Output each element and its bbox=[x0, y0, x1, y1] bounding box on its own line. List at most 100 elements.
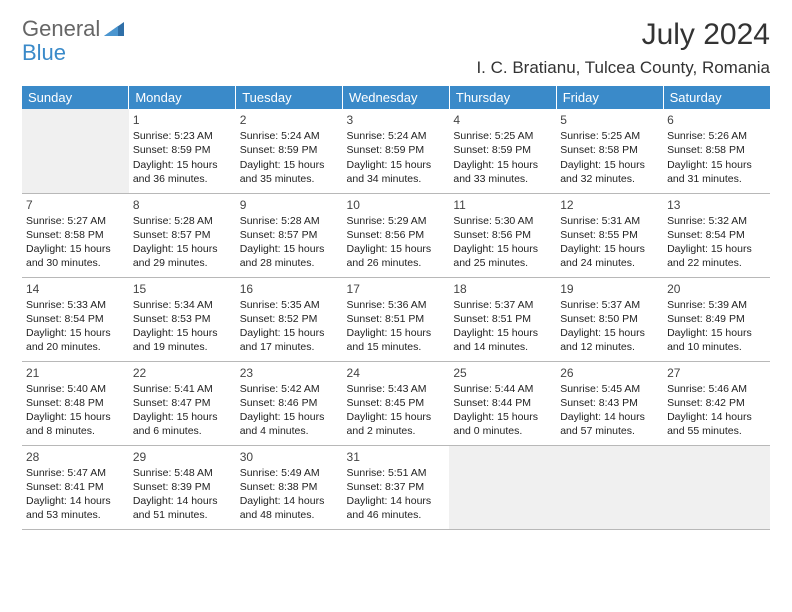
day-number: 28 bbox=[26, 449, 125, 465]
daylight-text: Daylight: 15 hours bbox=[133, 158, 232, 172]
daylight-text: Daylight: 15 hours bbox=[26, 242, 125, 256]
daylight-text: and 35 minutes. bbox=[240, 172, 339, 186]
daylight-text: and 24 minutes. bbox=[560, 256, 659, 270]
daylight-text: and 2 minutes. bbox=[347, 424, 446, 438]
weekday-header: Wednesday bbox=[343, 86, 450, 109]
daylight-text: Daylight: 14 hours bbox=[133, 494, 232, 508]
sunrise-text: Sunrise: 5:49 AM bbox=[240, 466, 339, 480]
calendar-cell bbox=[449, 445, 556, 529]
location: I. C. Bratianu, Tulcea County, Romania bbox=[476, 58, 770, 78]
daylight-text: and 51 minutes. bbox=[133, 508, 232, 522]
sunset-text: Sunset: 8:58 PM bbox=[667, 143, 766, 157]
calendar-cell: 1Sunrise: 5:23 AMSunset: 8:59 PMDaylight… bbox=[129, 109, 236, 193]
calendar-cell: 31Sunrise: 5:51 AMSunset: 8:37 PMDayligh… bbox=[343, 445, 450, 529]
daylight-text: and 26 minutes. bbox=[347, 256, 446, 270]
sunset-text: Sunset: 8:58 PM bbox=[560, 143, 659, 157]
sunrise-text: Sunrise: 5:25 AM bbox=[453, 129, 552, 143]
calendar-cell: 7Sunrise: 5:27 AMSunset: 8:58 PMDaylight… bbox=[22, 193, 129, 277]
day-number: 14 bbox=[26, 281, 125, 297]
day-number: 2 bbox=[240, 112, 339, 128]
day-number: 31 bbox=[347, 449, 446, 465]
daylight-text: Daylight: 15 hours bbox=[453, 410, 552, 424]
calendar-cell: 13Sunrise: 5:32 AMSunset: 8:54 PMDayligh… bbox=[663, 193, 770, 277]
day-number: 13 bbox=[667, 197, 766, 213]
sunset-text: Sunset: 8:43 PM bbox=[560, 396, 659, 410]
calendar-cell: 8Sunrise: 5:28 AMSunset: 8:57 PMDaylight… bbox=[129, 193, 236, 277]
sunset-text: Sunset: 8:54 PM bbox=[26, 312, 125, 326]
day-number: 22 bbox=[133, 365, 232, 381]
daylight-text: Daylight: 15 hours bbox=[453, 326, 552, 340]
day-number: 1 bbox=[133, 112, 232, 128]
logo-sail-icon bbox=[102, 20, 126, 38]
calendar-cell: 27Sunrise: 5:46 AMSunset: 8:42 PMDayligh… bbox=[663, 361, 770, 445]
daylight-text: Daylight: 15 hours bbox=[240, 410, 339, 424]
daylight-text: Daylight: 15 hours bbox=[667, 158, 766, 172]
daylight-text: and 55 minutes. bbox=[667, 424, 766, 438]
daylight-text: and 15 minutes. bbox=[347, 340, 446, 354]
daylight-text: Daylight: 14 hours bbox=[240, 494, 339, 508]
sunset-text: Sunset: 8:49 PM bbox=[667, 312, 766, 326]
sunset-text: Sunset: 8:37 PM bbox=[347, 480, 446, 494]
sunset-text: Sunset: 8:59 PM bbox=[453, 143, 552, 157]
day-number: 23 bbox=[240, 365, 339, 381]
calendar-cell: 28Sunrise: 5:47 AMSunset: 8:41 PMDayligh… bbox=[22, 445, 129, 529]
day-number: 20 bbox=[667, 281, 766, 297]
daylight-text: and 4 minutes. bbox=[240, 424, 339, 438]
calendar-table: SundayMondayTuesdayWednesdayThursdayFrid… bbox=[22, 86, 770, 530]
daylight-text: and 25 minutes. bbox=[453, 256, 552, 270]
sunset-text: Sunset: 8:57 PM bbox=[133, 228, 232, 242]
sunset-text: Sunset: 8:42 PM bbox=[667, 396, 766, 410]
logo-text-blue: Blue bbox=[22, 40, 66, 66]
calendar-cell: 4Sunrise: 5:25 AMSunset: 8:59 PMDaylight… bbox=[449, 109, 556, 193]
sunrise-text: Sunrise: 5:27 AM bbox=[26, 214, 125, 228]
calendar-cell: 29Sunrise: 5:48 AMSunset: 8:39 PMDayligh… bbox=[129, 445, 236, 529]
daylight-text: and 17 minutes. bbox=[240, 340, 339, 354]
sunset-text: Sunset: 8:41 PM bbox=[26, 480, 125, 494]
day-number: 10 bbox=[347, 197, 446, 213]
calendar-cell: 30Sunrise: 5:49 AMSunset: 8:38 PMDayligh… bbox=[236, 445, 343, 529]
sunrise-text: Sunrise: 5:47 AM bbox=[26, 466, 125, 480]
sunrise-text: Sunrise: 5:43 AM bbox=[347, 382, 446, 396]
day-number: 18 bbox=[453, 281, 552, 297]
calendar-cell bbox=[22, 109, 129, 193]
calendar-cell: 25Sunrise: 5:44 AMSunset: 8:44 PMDayligh… bbox=[449, 361, 556, 445]
sunset-text: Sunset: 8:51 PM bbox=[453, 312, 552, 326]
day-number: 4 bbox=[453, 112, 552, 128]
calendar-row: 7Sunrise: 5:27 AMSunset: 8:58 PMDaylight… bbox=[22, 193, 770, 277]
sunset-text: Sunset: 8:39 PM bbox=[133, 480, 232, 494]
daylight-text: and 53 minutes. bbox=[26, 508, 125, 522]
day-number: 3 bbox=[347, 112, 446, 128]
daylight-text: Daylight: 15 hours bbox=[347, 326, 446, 340]
calendar-row: 28Sunrise: 5:47 AMSunset: 8:41 PM Dayligh… bbox=[22, 445, 770, 529]
sunrise-text: Sunrise: 5:33 AM bbox=[26, 298, 125, 312]
daylight-text: Daylight: 15 hours bbox=[133, 410, 232, 424]
sunset-text: Sunset: 8:51 PM bbox=[347, 312, 446, 326]
calendar-cell: 3Sunrise: 5:24 AMSunset: 8:59 PMDaylight… bbox=[343, 109, 450, 193]
daylight-text: and 10 minutes. bbox=[667, 340, 766, 354]
calendar-row: 14Sunrise: 5:33 AMSunset: 8:54 PM Dayligh… bbox=[22, 277, 770, 361]
sunset-text: Sunset: 8:55 PM bbox=[560, 228, 659, 242]
sunrise-text: Sunrise: 5:34 AM bbox=[133, 298, 232, 312]
daylight-text: and 0 minutes. bbox=[453, 424, 552, 438]
daylight-text: Daylight: 15 hours bbox=[240, 242, 339, 256]
sunset-text: Sunset: 8:58 PM bbox=[26, 228, 125, 242]
daylight-text: and 28 minutes. bbox=[240, 256, 339, 270]
sunset-text: Sunset: 8:47 PM bbox=[133, 396, 232, 410]
sunset-text: Sunset: 8:45 PM bbox=[347, 396, 446, 410]
daylight-text: Daylight: 15 hours bbox=[667, 326, 766, 340]
daylight-text: and 22 minutes. bbox=[667, 256, 766, 270]
calendar-row: 1Sunrise: 5:23 AMSunset: 8:59 PMDaylight… bbox=[22, 109, 770, 193]
calendar-body: 1Sunrise: 5:23 AMSunset: 8:59 PMDaylight… bbox=[22, 109, 770, 529]
calendar-cell: 12Sunrise: 5:31 AMSunset: 8:55 PMDayligh… bbox=[556, 193, 663, 277]
calendar-cell: 26Sunrise: 5:45 AMSunset: 8:43 PMDayligh… bbox=[556, 361, 663, 445]
day-number: 16 bbox=[240, 281, 339, 297]
sunset-text: Sunset: 8:44 PM bbox=[453, 396, 552, 410]
sunrise-text: Sunrise: 5:46 AM bbox=[667, 382, 766, 396]
sunrise-text: Sunrise: 5:24 AM bbox=[347, 129, 446, 143]
daylight-text: Daylight: 14 hours bbox=[560, 410, 659, 424]
sunrise-text: Sunrise: 5:26 AM bbox=[667, 129, 766, 143]
sunset-text: Sunset: 8:54 PM bbox=[667, 228, 766, 242]
calendar-cell: 15Sunrise: 5:34 AMSunset: 8:53 PMDayligh… bbox=[129, 277, 236, 361]
sunset-text: Sunset: 8:53 PM bbox=[133, 312, 232, 326]
day-number: 8 bbox=[133, 197, 232, 213]
